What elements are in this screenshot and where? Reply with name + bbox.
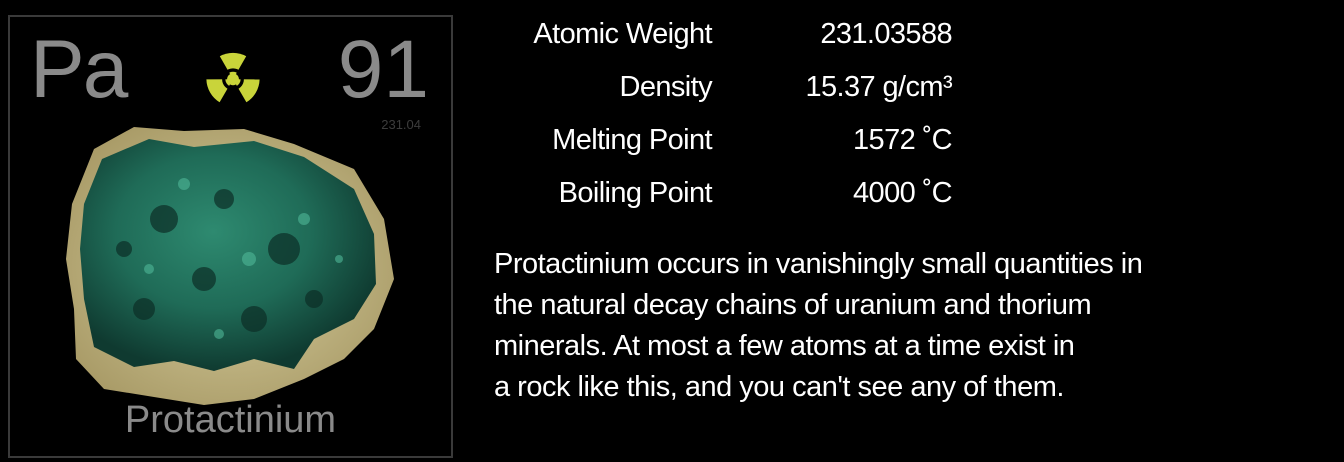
element-description: Protactinium occurs in vanishingly small…: [494, 244, 1294, 408]
element-tile: Pa 91 231.04: [8, 15, 453, 458]
density-value: 15.37 g/cm³: [805, 71, 952, 103]
radiation-trefoil-icon: [206, 52, 260, 103]
description-line: Protactinium occurs in vanishingly small…: [494, 248, 1143, 280]
mineral-sample-image: [66, 127, 394, 405]
property-row-melting-point: Melting Point 1572 ˚C: [470, 120, 970, 173]
description-line: a rock like this, and you can't see any …: [494, 371, 1064, 403]
melting-point-value: 1572 ˚C: [853, 124, 953, 156]
boiling-point-value: 4000 ˚C: [853, 177, 953, 209]
property-row-atomic-weight: Atomic Weight 231.03588: [470, 14, 970, 67]
property-row-boiling-point: Boiling Point 4000 ˚C: [470, 173, 970, 226]
property-row-density: Density 15.37 g/cm³: [470, 67, 970, 120]
element-symbol: Pa: [30, 24, 128, 115]
atomic-mass-short: 231.04: [381, 117, 421, 132]
atomic-weight-value: 231.03588: [820, 18, 952, 50]
melting-point-label: Melting Point: [552, 124, 712, 156]
atomic-number: 91: [337, 24, 429, 115]
boiling-point-label: Boiling Point: [558, 177, 713, 209]
description-line: the natural decay chains of uranium and …: [494, 289, 1092, 321]
properties-table: Atomic Weight 231.03588 Density 15.37 g/…: [470, 14, 970, 226]
element-name: Protactinium: [124, 399, 337, 441]
description-line: minerals. At most a few atoms at a time …: [494, 330, 1075, 362]
density-label: Density: [619, 71, 713, 103]
atomic-weight-label: Atomic Weight: [533, 18, 712, 50]
